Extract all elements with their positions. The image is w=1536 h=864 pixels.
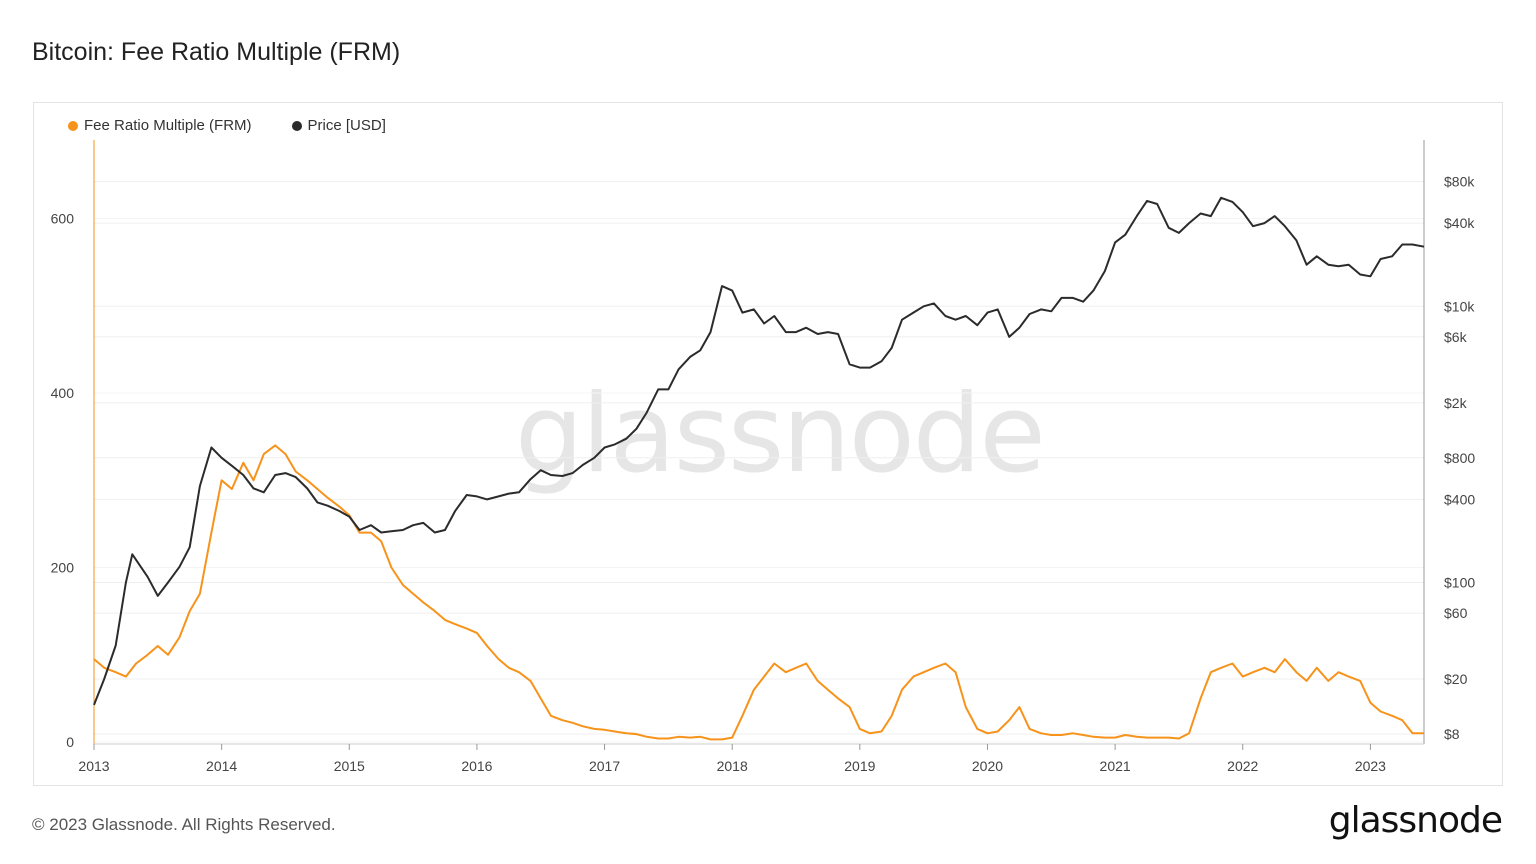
x-tick-label-2013: 2013 <box>78 758 109 774</box>
y-right-tick-label-1: $20 <box>1444 671 1468 687</box>
y-right-tick-label-4: $400 <box>1444 491 1475 507</box>
y-right-tick-label-0: $8 <box>1444 726 1460 742</box>
tick-labels: 2013 2014 2015 2016 2017 2018 2019 2020 2021 2022… <box>51 174 1476 774</box>
y-left-tick-label-0: 0 <box>66 734 74 750</box>
y-left-tick-label-600: 600 <box>51 211 75 227</box>
gridlines <box>94 181 1424 743</box>
legend-label-price: Price [USD] <box>307 117 386 134</box>
y-right-tick-label-10: $80k <box>1444 174 1475 190</box>
y-right-tick-label-7: $6k <box>1444 329 1468 345</box>
price-series-line <box>93 196 1425 706</box>
x-tick-label-2015: 2015 <box>334 758 365 774</box>
copyright-footer: © 2023 Glassnode. All Rights Reserved. <box>32 815 336 834</box>
y-right-tick-label-2: $60 <box>1444 605 1468 621</box>
y-right-tick-label-3: $100 <box>1444 575 1475 591</box>
legend-label-frm: Fee Ratio Multiple (FRM) <box>84 117 252 134</box>
y-right-tick-label-9: $40k <box>1444 215 1475 231</box>
y-left-tick-label-400: 400 <box>51 385 75 401</box>
x-tick-label-2023: 2023 <box>1355 758 1386 774</box>
x-tick-label-2019: 2019 <box>844 758 875 774</box>
x-tick-label-2022: 2022 <box>1227 758 1258 774</box>
legend-item-frm[interactable]: Fee Ratio Multiple (FRM) <box>68 117 252 134</box>
x-tick-label-2014: 2014 <box>206 758 237 774</box>
chart-frame <box>33 102 1503 786</box>
x-tick-label-2021: 2021 <box>1100 758 1131 774</box>
x-tick-label-2018: 2018 <box>717 758 748 774</box>
series-lines <box>93 196 1425 741</box>
y-right-tick-label-5: $800 <box>1444 450 1475 466</box>
legend-swatch-frm <box>68 120 78 131</box>
chart-legend: Fee Ratio Multiple (FRM) Price [USD] <box>68 117 386 134</box>
legend-item-price[interactable]: Price [USD] <box>291 117 386 134</box>
x-tick-label-2016: 2016 <box>461 758 492 774</box>
x-tick-label-2017: 2017 <box>589 758 620 774</box>
chart-title: Bitcoin: Fee Ratio Multiple (FRM) <box>32 38 401 66</box>
y-left-tick-label-200: 200 <box>51 560 75 576</box>
axes <box>93 140 1425 750</box>
frm-series-line <box>93 444 1424 741</box>
x-tick-label-2020: 2020 <box>972 758 1003 774</box>
glassnode-logo[interactable]: glassnode <box>1328 800 1503 841</box>
y-right-tick-label-8: $10k <box>1444 298 1475 314</box>
y-right-tick-label-6: $2k <box>1444 395 1468 411</box>
legend-swatch-price <box>291 120 302 131</box>
